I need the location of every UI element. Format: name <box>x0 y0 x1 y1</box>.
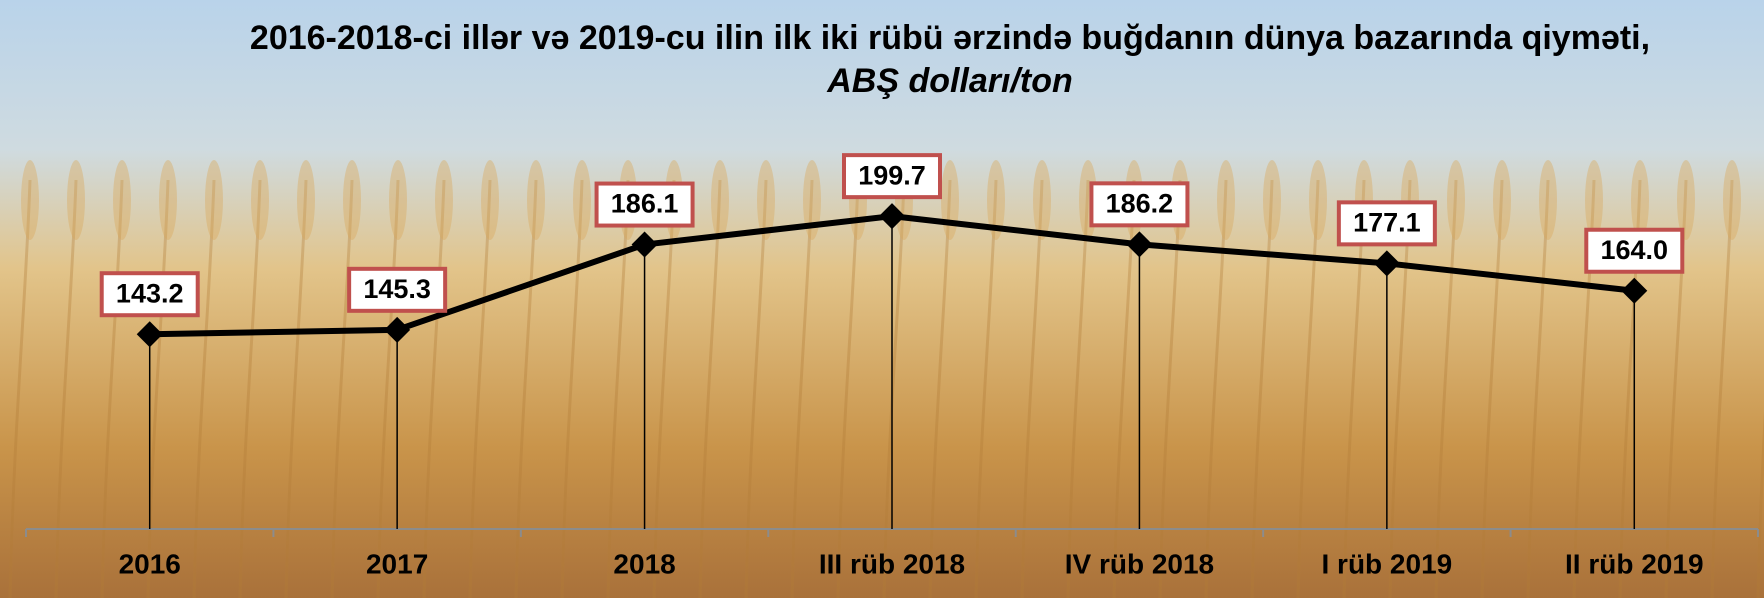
value-label: 145.3 <box>363 274 431 304</box>
x-tick-label: I rüb 2019 <box>1321 548 1452 579</box>
value-label: 186.2 <box>1106 188 1174 218</box>
x-tick-label: III rüb 2018 <box>819 548 965 579</box>
value-label: 199.7 <box>858 160 926 190</box>
value-label: 186.1 <box>611 189 679 219</box>
value-label: 177.1 <box>1353 207 1421 237</box>
x-tick-label: 2017 <box>366 548 428 579</box>
x-tick-label: 2016 <box>119 548 181 579</box>
value-label: 143.2 <box>116 278 184 308</box>
x-tick-label: 2018 <box>613 548 675 579</box>
chart-title-unit: ABŞ dolları/ton <box>826 62 1073 100</box>
x-tick-label: II rüb 2019 <box>1565 548 1704 579</box>
chart-title: 2016-2018-ci illər və 2019-cu ilin ilk i… <box>250 19 1650 57</box>
value-label: 164.0 <box>1600 235 1668 265</box>
page: 2016-2018-ci illər və 2019-cu ilin ilk i… <box>0 0 1764 598</box>
chart: 2016-2018-ci illər və 2019-cu ilin ilk i… <box>0 0 1764 598</box>
x-tick-label: IV rüb 2018 <box>1065 548 1214 579</box>
